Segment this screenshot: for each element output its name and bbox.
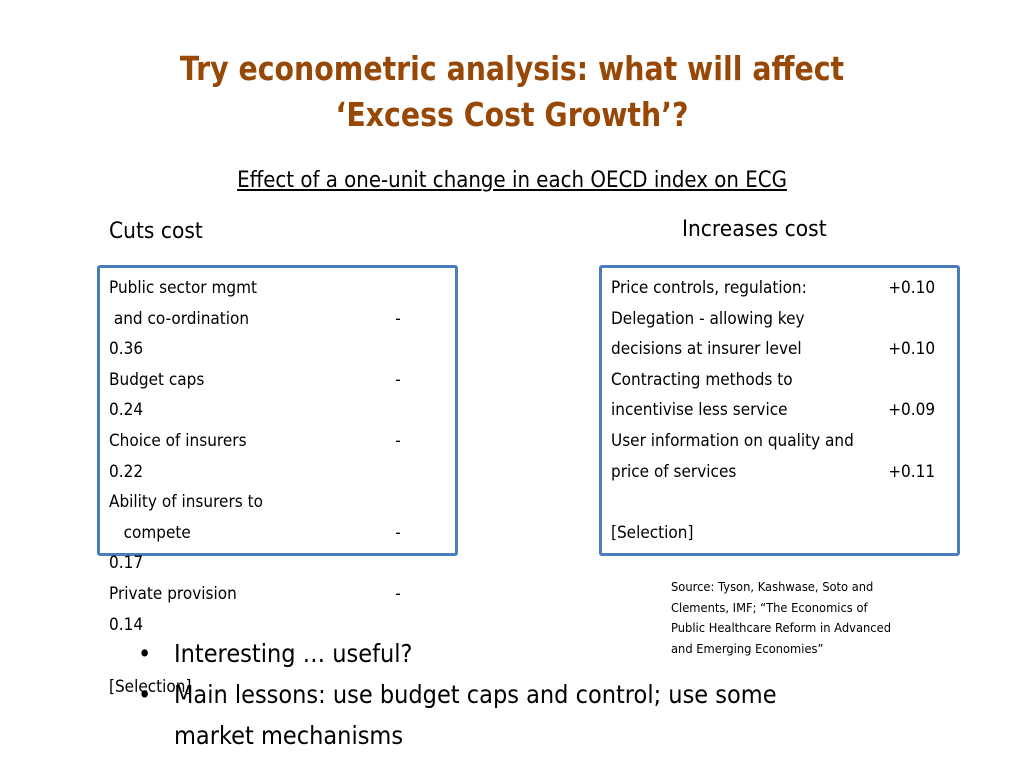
bullet-marker: • [138,639,152,668]
cuts-line-text: and co-ordination [109,308,250,329]
increases-line-text: Delegation - allowing key [611,308,805,329]
cuts-line-text: 0.17 [109,553,144,574]
cuts-line-text: 0.36 [109,339,144,360]
slide-title-line-2: ‘Excess Cost Growth’? [335,95,689,134]
cuts-line: 0.22 [109,457,406,488]
source-line: Public Healthcare Reform in Advanced [671,620,891,635]
cuts-line: Budget caps - [109,365,406,396]
cuts-line: 0.24 [109,395,406,426]
increases-line-value: +0.09 [888,400,936,421]
bullet-item: • Interesting … useful? [138,633,777,674]
increases-line: Contracting methods to [611,365,949,396]
cuts-cost-list: Public sector mgmt and co-ordination - 0.… [109,273,406,640]
increases-line: decisions at insurer level +0.10 [611,334,949,365]
cuts-line: 0.14 [109,610,406,641]
bullet-text: market mechanisms [174,721,404,750]
cuts-cost-box [97,265,458,556]
increases-line-text: [Selection] [611,522,694,543]
slide-subtitle: Effect of a one-unit change in each OECD… [237,168,787,193]
increases-line-value: +0.10 [888,278,936,298]
cuts-line: 0.17 [109,548,406,579]
source-note: Source: Tyson, Kashwase, Soto and Clemen… [671,577,891,659]
increases-line-value: +0.11 [888,461,936,482]
cuts-line-text: compete [109,522,191,543]
cuts-line-value: - [395,430,401,451]
cuts-line-value: - [395,369,401,390]
cuts-line-value: - [395,522,401,543]
cuts-line-text: 0.24 [109,400,144,421]
increases-cost-list: Price controls, regulation: +0.10 Delegat… [611,273,949,548]
increases-line-text: price of services [611,461,737,482]
cuts-line-text: 0.14 [109,614,144,635]
bullet-text: Interesting … useful? [174,639,413,668]
cuts-line-text: Public sector mgmt [109,278,257,298]
bullet-marker: • [138,680,152,709]
cuts-line-text: Budget caps [109,369,205,390]
bullet-text: Main lessons: use budget caps and contro… [174,680,777,709]
source-line: Clements, IMF; “The Economics of [671,599,868,615]
slide-title-line-1: Try econometric analysis: what will affe… [179,49,845,88]
cuts-selection: [Selection] [109,677,192,697]
increases-line-text: Price controls, regulation: [611,278,807,298]
cuts-line: and co-ordination - [109,304,406,335]
increases-line-text: incentivise less service [611,400,788,421]
increases-line: price of services +0.11 [611,457,949,488]
bullet-list: • Interesting … useful? • Main lessons: … [138,633,777,756]
source-line: Source: Tyson, Kashwase, Soto and [671,579,874,594]
increases-line-text: Contracting methods to [611,369,793,390]
cuts-line: 0.36 [109,334,406,365]
increases-line-text: User information on quality and [611,430,854,451]
increases-line-text: decisions at insurer level [611,339,802,360]
cuts-line-value: - [395,308,401,329]
increases-line [611,487,949,518]
cuts-line-text: 0.22 [109,461,144,482]
cuts-line-text: Choice of insurers [109,430,247,451]
cuts-cost-heading: Cuts cost [109,219,203,244]
increases-line: incentivise less service +0.09 [611,395,949,426]
increases-selection: [Selection] [611,518,949,549]
cuts-line: Ability of insurers to [109,487,406,518]
increases-cost-box [599,265,960,556]
cuts-line: Public sector mgmt [109,273,406,304]
increases-cost-heading: Increases cost [682,217,827,242]
slide-title: Try econometric analysis: what will affe… [72,46,953,138]
increases-line: User information on quality and [611,426,949,457]
increases-line: Price controls, regulation: +0.10 [611,273,949,304]
cuts-line-text: Private provision [109,583,237,604]
source-line: and Emerging Economies” [671,640,824,656]
increases-line-value: +0.10 [888,339,936,360]
cuts-line-text: Ability of insurers to [109,492,263,513]
cuts-line: compete - [109,518,406,549]
bullet-item: • Main lessons: use budget caps and cont… [138,674,777,756]
cuts-line: Private provision - [109,579,406,610]
increases-line: Delegation - allowing key [611,304,949,335]
cuts-line-value: - [395,583,401,604]
cuts-line: Choice of insurers - [109,426,406,457]
